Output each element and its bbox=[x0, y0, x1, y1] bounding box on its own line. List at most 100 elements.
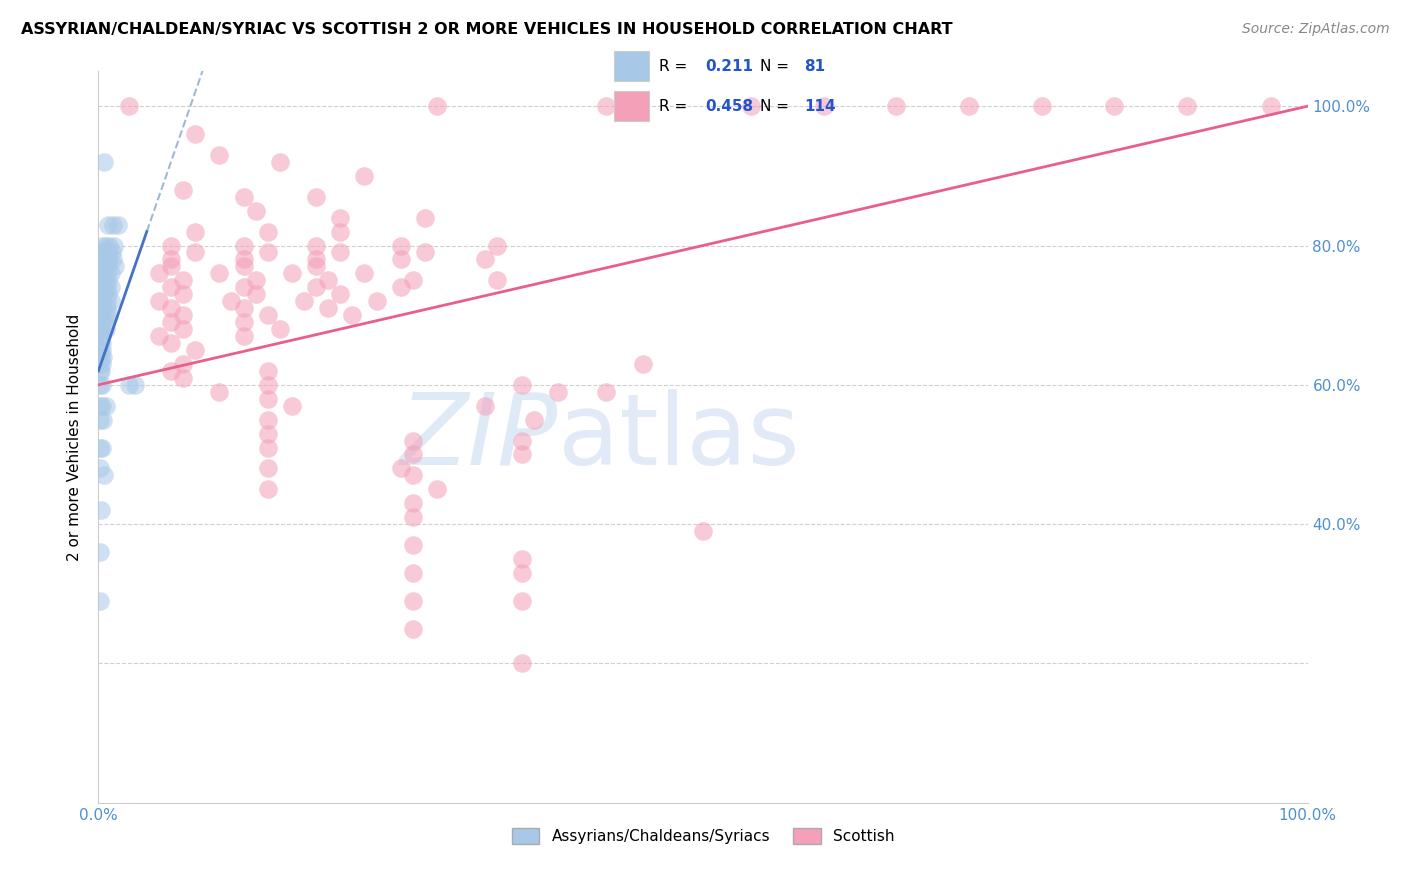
Point bbox=[90, 260, 112, 274]
Point bbox=[366, 294, 388, 309]
Point bbox=[93, 155, 115, 169]
Point bbox=[510, 448, 533, 462]
Point bbox=[172, 357, 194, 371]
Point bbox=[402, 538, 425, 552]
Point bbox=[245, 203, 267, 218]
Text: ZIP: ZIP bbox=[399, 389, 558, 485]
Point bbox=[1260, 99, 1282, 113]
Point bbox=[90, 245, 112, 260]
Point bbox=[91, 329, 114, 343]
Point bbox=[93, 273, 115, 287]
Point bbox=[93, 287, 115, 301]
Point bbox=[486, 273, 509, 287]
Point bbox=[886, 99, 908, 113]
Point bbox=[245, 273, 267, 287]
Point bbox=[172, 183, 194, 197]
Point bbox=[96, 280, 118, 294]
Point bbox=[595, 384, 617, 399]
Point bbox=[91, 280, 114, 294]
Legend: Assyrians/Chaldeans/Syriacs, Scottish: Assyrians/Chaldeans/Syriacs, Scottish bbox=[506, 822, 900, 850]
Text: 0.458: 0.458 bbox=[706, 98, 754, 113]
Point bbox=[510, 594, 533, 608]
Point bbox=[232, 252, 254, 267]
Point bbox=[208, 148, 231, 162]
Point bbox=[316, 301, 339, 316]
Point bbox=[91, 322, 114, 336]
Point bbox=[89, 322, 111, 336]
Point bbox=[107, 218, 129, 232]
Point bbox=[232, 315, 254, 329]
Point bbox=[208, 384, 231, 399]
Text: atlas: atlas bbox=[558, 389, 800, 485]
Point bbox=[97, 287, 120, 301]
Point bbox=[389, 461, 412, 475]
Point bbox=[160, 301, 183, 316]
Point bbox=[124, 377, 146, 392]
Point bbox=[98, 252, 121, 267]
Point bbox=[426, 483, 449, 497]
Point bbox=[172, 371, 194, 385]
Point bbox=[98, 308, 121, 322]
Point bbox=[96, 294, 118, 309]
Point bbox=[97, 260, 120, 274]
Point bbox=[91, 301, 114, 316]
Point bbox=[160, 252, 183, 267]
Point bbox=[402, 622, 425, 636]
Point bbox=[1102, 99, 1125, 113]
Point bbox=[281, 399, 304, 413]
Point bbox=[184, 245, 207, 260]
Point bbox=[426, 99, 449, 113]
Point bbox=[329, 225, 352, 239]
Point bbox=[523, 412, 546, 426]
Point bbox=[90, 503, 112, 517]
Point bbox=[256, 245, 278, 260]
Point bbox=[232, 190, 254, 204]
Point bbox=[184, 127, 207, 141]
Point bbox=[160, 364, 183, 378]
Point bbox=[305, 238, 328, 252]
Point bbox=[813, 99, 835, 113]
Point bbox=[353, 169, 375, 183]
Point bbox=[89, 294, 111, 309]
Point bbox=[94, 252, 117, 267]
Point bbox=[94, 238, 117, 252]
Point bbox=[1175, 99, 1198, 113]
Point bbox=[281, 266, 304, 280]
Text: 0.211: 0.211 bbox=[706, 59, 754, 74]
Point bbox=[89, 266, 111, 280]
Point bbox=[329, 211, 352, 225]
Point bbox=[100, 294, 122, 309]
FancyBboxPatch shape bbox=[614, 52, 650, 81]
Point bbox=[91, 308, 114, 322]
Point bbox=[160, 280, 183, 294]
Point bbox=[160, 336, 183, 351]
Point bbox=[1031, 99, 1053, 113]
Point bbox=[353, 266, 375, 280]
Point bbox=[402, 448, 425, 462]
Point bbox=[474, 399, 496, 413]
Point bbox=[692, 524, 714, 538]
Point bbox=[89, 301, 111, 316]
Point bbox=[93, 260, 115, 274]
Text: ASSYRIAN/CHALDEAN/SYRIAC VS SCOTTISH 2 OR MORE VEHICLES IN HOUSEHOLD CORRELATION: ASSYRIAN/CHALDEAN/SYRIAC VS SCOTTISH 2 O… bbox=[21, 22, 953, 37]
Point bbox=[89, 377, 111, 392]
Point bbox=[90, 273, 112, 287]
Point bbox=[389, 280, 412, 294]
Point bbox=[89, 357, 111, 371]
Point bbox=[148, 294, 170, 309]
Point bbox=[269, 322, 291, 336]
Point bbox=[91, 350, 114, 364]
Point bbox=[486, 238, 509, 252]
Point bbox=[94, 315, 117, 329]
Point bbox=[221, 294, 243, 309]
Point bbox=[89, 399, 111, 413]
Point bbox=[510, 566, 533, 580]
Point bbox=[118, 99, 141, 113]
Point bbox=[402, 594, 425, 608]
Point bbox=[305, 280, 328, 294]
Point bbox=[98, 238, 121, 252]
Point bbox=[91, 343, 114, 357]
Point bbox=[101, 218, 124, 232]
Point bbox=[148, 266, 170, 280]
Point bbox=[94, 308, 117, 322]
